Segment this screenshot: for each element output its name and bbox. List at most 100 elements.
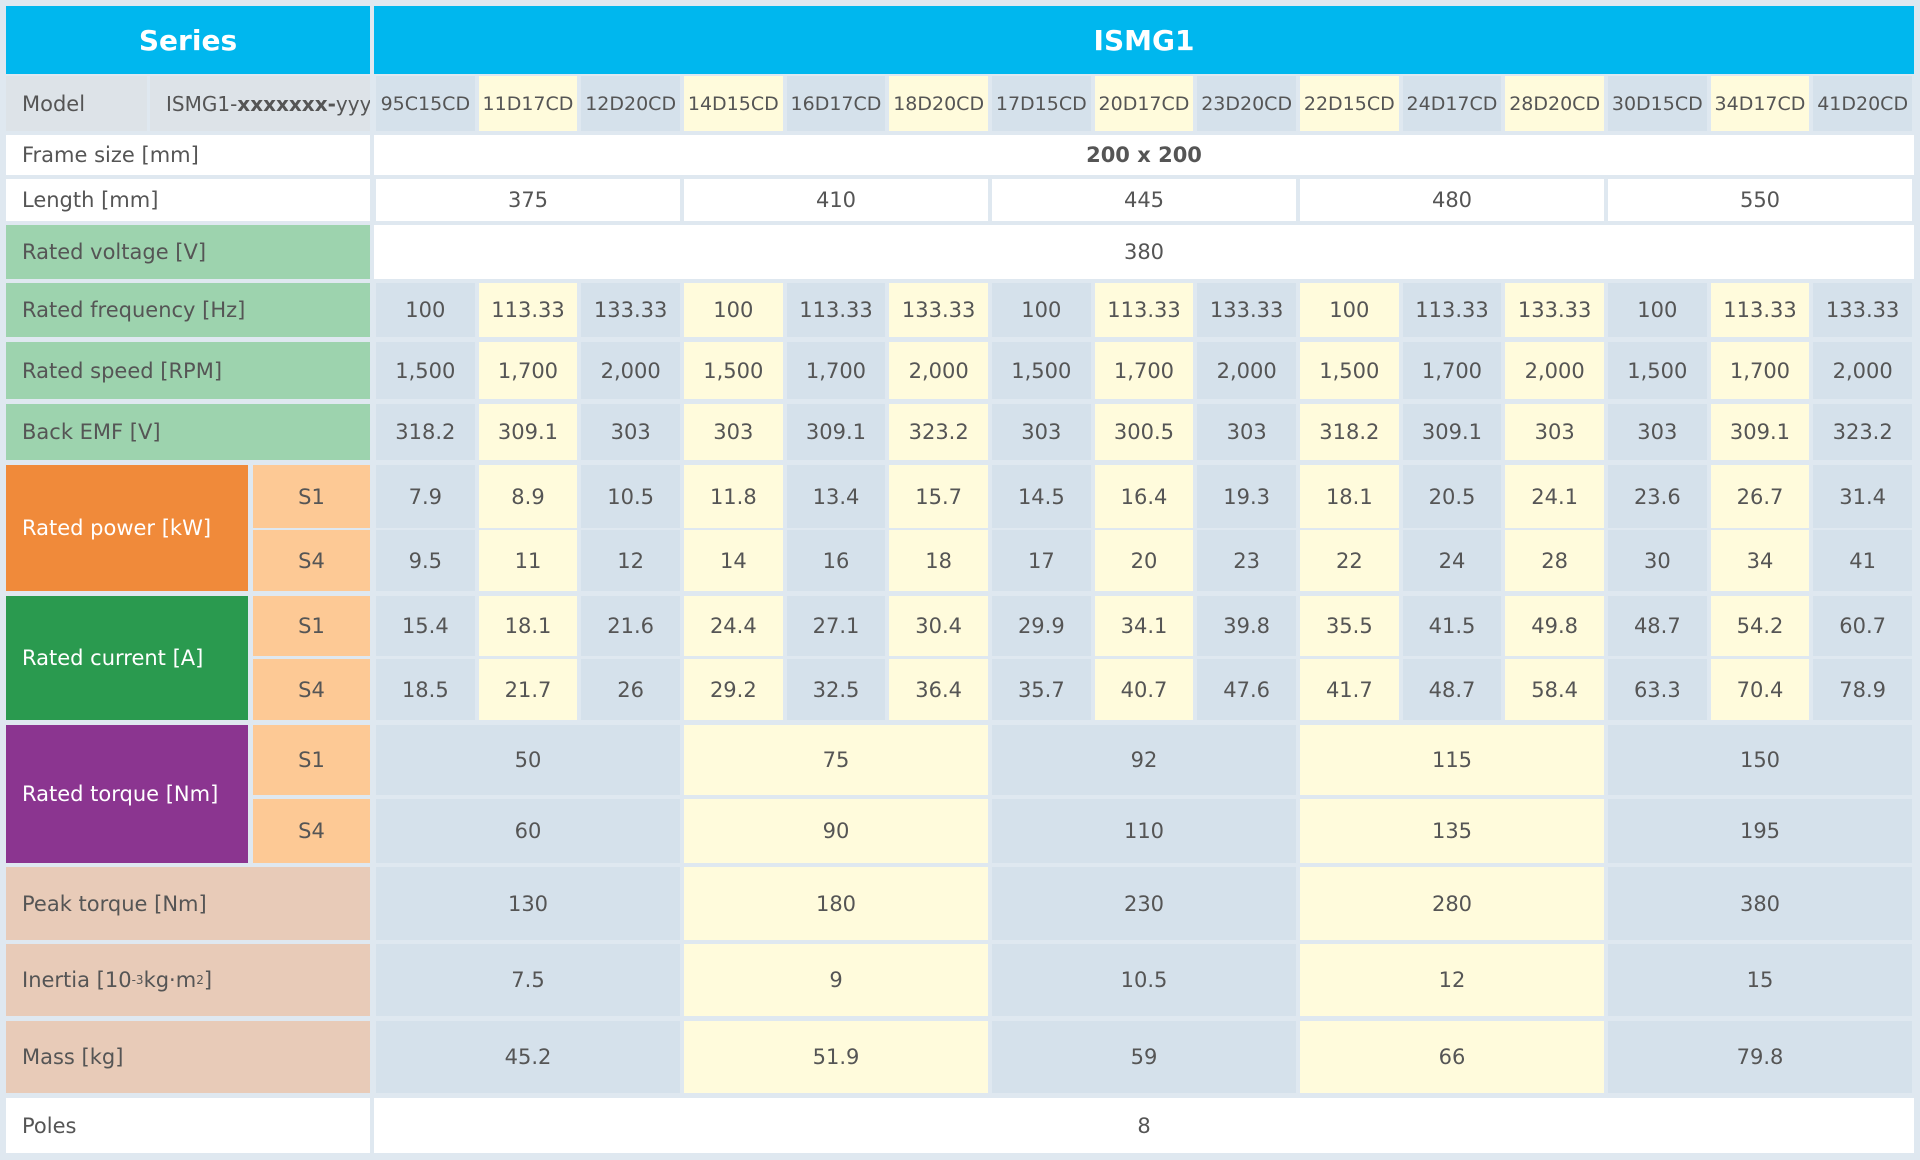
model-name: 23D20CD <box>1197 76 1296 131</box>
rated-power: 34 <box>1710 530 1810 591</box>
rated-torque: 90 <box>684 799 988 863</box>
voltage-value: 380 <box>374 225 1914 279</box>
series-value: ISMG1 <box>374 6 1914 74</box>
rated-current: 29.2 <box>684 659 783 720</box>
rated-frequency: 100 <box>1300 283 1399 337</box>
model-name: 16D17CD <box>786 76 886 131</box>
label-part: kg·m <box>143 968 197 992</box>
rated-speed: 2,000 <box>1197 342 1296 399</box>
rated-power: 20 <box>1094 530 1194 591</box>
rated-frequency: 100 <box>992 283 1091 337</box>
rated-frequency: 113.33 <box>1710 283 1810 337</box>
model-label: Model <box>6 76 147 131</box>
rated-torque: 135 <box>1300 799 1604 863</box>
rated-frequency: 133.33 <box>889 283 988 337</box>
mass: 66 <box>1300 1021 1604 1093</box>
rated-current: 48.7 <box>1402 659 1502 720</box>
length-value: 445 <box>992 179 1296 221</box>
model-code: ISMG1-xxxxxxx-yyyyFA <box>150 76 370 131</box>
rated-speed: 2,000 <box>1505 342 1604 399</box>
rated-power: 22 <box>1300 530 1399 591</box>
rated-power: 28 <box>1505 530 1604 591</box>
back-emf: 323.2 <box>889 404 988 460</box>
rated-power: 23.6 <box>1608 465 1707 528</box>
mass: 79.8 <box>1608 1021 1912 1093</box>
rated-current: 21.6 <box>581 596 680 656</box>
back-emf: 309.1 <box>1710 404 1810 460</box>
rated-power: 10.5 <box>581 465 680 528</box>
row-label: Length [mm] <box>6 179 370 221</box>
duty-label: S4 <box>253 799 370 863</box>
label-part: -3 <box>131 973 144 987</box>
rated-torque: 60 <box>376 799 680 863</box>
rated-frequency: 113.33 <box>1402 283 1502 337</box>
rated-power: 23 <box>1197 530 1296 591</box>
row-label: Frame size [mm] <box>6 135 370 175</box>
row-label: Back EMF [V] <box>6 404 370 460</box>
rated-power: 8.9 <box>478 465 578 528</box>
rated-torque: 75 <box>684 725 988 795</box>
rated-current: 41.7 <box>1300 659 1399 720</box>
rated-speed: 1,700 <box>1710 342 1810 399</box>
rated-speed: 2,000 <box>1813 342 1912 399</box>
rated-power: 9.5 <box>376 530 475 591</box>
rated-current: 47.6 <box>1197 659 1296 720</box>
rated-power: 41 <box>1813 530 1912 591</box>
rated-current: 63.3 <box>1608 659 1707 720</box>
rated-speed: 2,000 <box>581 342 680 399</box>
rated-current: 41.5 <box>1402 596 1502 656</box>
rated-power: 14 <box>684 530 783 591</box>
duty-label: S1 <box>253 465 370 528</box>
model-name: 17D15CD <box>992 76 1091 131</box>
inertia: 10.5 <box>992 944 1296 1016</box>
rated-current: 32.5 <box>786 659 886 720</box>
series-label: Series <box>6 6 370 74</box>
back-emf: 300.5 <box>1094 404 1194 460</box>
rated-power: 18 <box>889 530 988 591</box>
peak-torque: 180 <box>684 867 988 940</box>
back-emf: 303 <box>1505 404 1604 460</box>
rated-torque: 195 <box>1608 799 1912 863</box>
rated-speed: 1,500 <box>1608 342 1707 399</box>
rated-speed: 1,500 <box>376 342 475 399</box>
duty-label: S1 <box>253 596 370 656</box>
rated-speed: 1,500 <box>684 342 783 399</box>
rated-power: 20.5 <box>1402 465 1502 528</box>
row-label: Rated speed [RPM] <box>6 342 370 399</box>
inertia: 9 <box>684 944 988 1016</box>
rated-power: 24.1 <box>1505 465 1604 528</box>
inertia: 7.5 <box>376 944 680 1016</box>
mass: 51.9 <box>684 1021 988 1093</box>
row-label: Rated power [kW] <box>6 465 248 591</box>
rated-torque: 115 <box>1300 725 1604 795</box>
rated-frequency: 133.33 <box>1813 283 1912 337</box>
rated-current: 58.4 <box>1505 659 1604 720</box>
rated-current: 18.1 <box>478 596 578 656</box>
back-emf: 309.1 <box>478 404 578 460</box>
rated-frequency: 133.33 <box>1505 283 1604 337</box>
rated-power: 7.9 <box>376 465 475 528</box>
rated-power: 16 <box>786 530 886 591</box>
rated-torque: 110 <box>992 799 1296 863</box>
rated-power: 19.3 <box>1197 465 1296 528</box>
rated-speed: 2,000 <box>889 342 988 399</box>
rated-power: 11 <box>478 530 578 591</box>
model-code-part: ISMG1- <box>166 91 238 116</box>
duty-label: S4 <box>253 530 370 591</box>
back-emf: 303 <box>992 404 1091 460</box>
model-name: 18D20CD <box>889 76 988 131</box>
duty-label: S4 <box>253 659 370 720</box>
label-part: ] <box>203 968 213 992</box>
rated-current: 30.4 <box>889 596 988 656</box>
rated-power: 31.4 <box>1813 465 1912 528</box>
model-name: 28D20CD <box>1505 76 1604 131</box>
length-value: 375 <box>376 179 680 221</box>
rated-current: 29.9 <box>992 596 1091 656</box>
rated-frequency: 113.33 <box>478 283 578 337</box>
mass: 59 <box>992 1021 1296 1093</box>
row-label: Rated voltage [V] <box>6 225 370 279</box>
model-name: 11D17CD <box>478 76 578 131</box>
back-emf: 309.1 <box>1402 404 1502 460</box>
row-label: Rated current [A] <box>6 596 248 720</box>
